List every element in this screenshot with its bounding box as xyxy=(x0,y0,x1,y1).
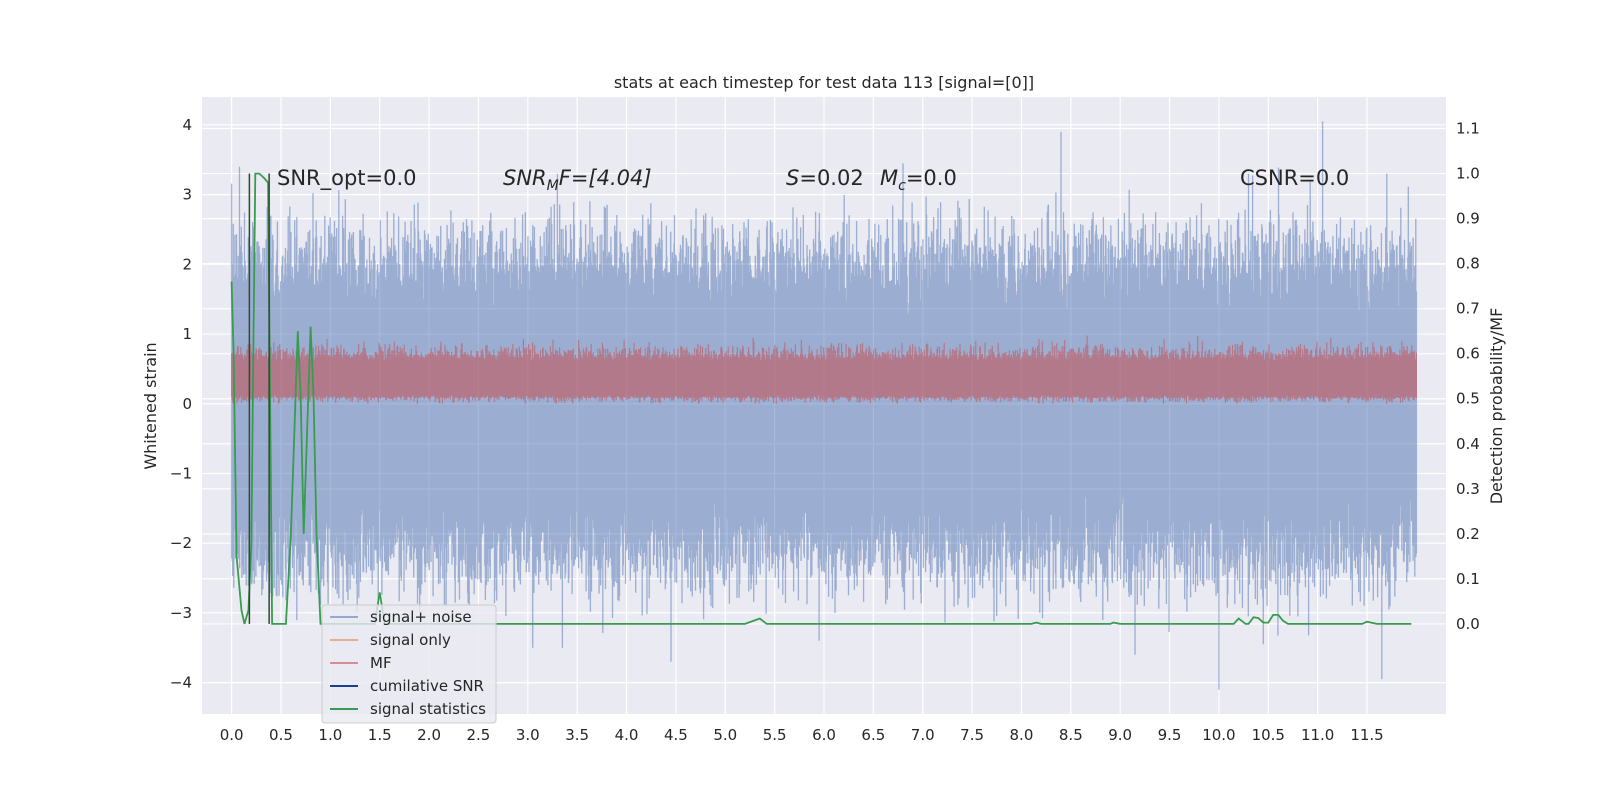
y-right-tick-label: 0.8 xyxy=(1456,255,1480,273)
y-tick-labels: 4 3 2 1 0 −1 −2 −3 −4 xyxy=(170,116,192,692)
y-tick-label: 0 xyxy=(182,395,192,413)
x-tick-label: 5.5 xyxy=(763,726,787,744)
x-tick-label: 0.5 xyxy=(269,726,293,744)
y-right-tick-label: 0.1 xyxy=(1456,570,1480,588)
x-tick-label: 8.5 xyxy=(1059,726,1083,744)
y-right-tick-label: 0.2 xyxy=(1456,525,1480,543)
y-tick-label: 4 xyxy=(182,116,192,134)
x-tick-labels: 0.0 0.5 1.0 1.5 2.0 2.5 3.0 3.5 4.0 4.5 5.0 5.5 6.0 6… xyxy=(220,726,1384,744)
x-tick-label: 7.0 xyxy=(911,726,935,744)
legend-label-cumulative-snr: cumilative SNR xyxy=(370,677,484,695)
y-tick-label: −1 xyxy=(170,464,192,482)
y-axis-right-label: Detection probability/MF xyxy=(1487,308,1506,505)
legend-label-signal-noise: signal+ noise xyxy=(370,608,472,626)
y-tick-label: 2 xyxy=(182,255,192,273)
y-tick-label: 1 xyxy=(182,325,192,343)
x-tick-label: 10.0 xyxy=(1202,726,1235,744)
y-tick-label: 3 xyxy=(182,186,192,204)
x-tick-label: 6.5 xyxy=(861,726,885,744)
legend-label-mf: MF xyxy=(370,654,392,672)
y-right-tick-label: 0.6 xyxy=(1456,345,1480,363)
x-tick-label: 4.5 xyxy=(664,726,688,744)
annotation-snr-mf: SNRMF=[4.04] xyxy=(503,166,652,194)
annotation-snr-mf-sub: M xyxy=(547,178,559,194)
annotation-snr-mf-rest: F=[4.04] xyxy=(559,166,652,190)
x-tick-label: 3.0 xyxy=(516,726,540,744)
y-right-tick-label: 0.0 xyxy=(1456,615,1480,633)
x-tick-label: 4.0 xyxy=(615,726,639,744)
x-tick-label: 9.0 xyxy=(1108,726,1132,744)
annotation-snr-mf-base: SNR xyxy=(503,166,547,190)
x-tick-label: 5.0 xyxy=(713,726,737,744)
annotation-mc-label: M xyxy=(880,166,898,190)
x-tick-label: 1.5 xyxy=(368,726,392,744)
y-axis-label: Whitened strain xyxy=(141,342,160,469)
x-tick-label: 2.5 xyxy=(467,726,491,744)
annotation-mc-sub: c xyxy=(898,178,906,194)
x-tick-label: 1.0 xyxy=(318,726,342,744)
y-right-tick-labels: 1.1 1.0 0.9 0.8 0.7 0.6 0.5 0.4 0.3 0.2 0.1 0.0 xyxy=(1456,120,1480,633)
x-tick-label: 11.0 xyxy=(1301,726,1334,744)
y-tick-label: −3 xyxy=(170,604,192,622)
y-right-tick-label: 1.1 xyxy=(1456,120,1480,138)
x-tick-label: 7.5 xyxy=(960,726,984,744)
annotation-s: S=0.02 xyxy=(786,166,864,190)
legend-box xyxy=(321,604,497,724)
y-tick-label: −4 xyxy=(170,674,192,692)
legend-label-signal-only: signal only xyxy=(370,631,451,649)
x-tick-label: 0.0 xyxy=(220,726,244,744)
series-mf xyxy=(231,335,1417,404)
annotation-mc: Mc=0.0 xyxy=(880,166,957,194)
x-tick-label: 6.0 xyxy=(812,726,836,744)
annotation-snr-opt: SNR_opt=0.0 xyxy=(277,166,417,191)
legend: signal+ noise signal only MF cumilative … xyxy=(321,604,497,724)
annotation-s-label: S xyxy=(786,166,799,190)
y-right-tick-label: 0.4 xyxy=(1456,435,1480,453)
y-tick-label: −2 xyxy=(170,534,192,552)
x-tick-label: 10.5 xyxy=(1252,726,1285,744)
chart-title: stats at each timestep for test data 113… xyxy=(614,73,1034,92)
y-right-tick-label: 0.7 xyxy=(1456,300,1480,318)
legend-label-signal-statistics: signal statistics xyxy=(370,700,486,718)
x-tick-label: 11.5 xyxy=(1350,726,1383,744)
y-right-tick-label: 0.9 xyxy=(1456,210,1480,228)
y-right-tick-label: 0.3 xyxy=(1456,480,1480,498)
y-right-tick-label: 0.5 xyxy=(1456,390,1480,408)
annotation-mc-value: =0.0 xyxy=(906,166,957,190)
annotation-csnr: CSNR=0.0 xyxy=(1240,166,1349,190)
y-right-tick-label: 1.0 xyxy=(1456,165,1480,183)
annotation-s-value: =0.02 xyxy=(799,166,863,190)
x-tick-label: 8.0 xyxy=(1010,726,1034,744)
x-tick-label: 3.5 xyxy=(565,726,589,744)
x-tick-label: 2.0 xyxy=(417,726,441,744)
x-tick-label: 9.5 xyxy=(1158,726,1182,744)
